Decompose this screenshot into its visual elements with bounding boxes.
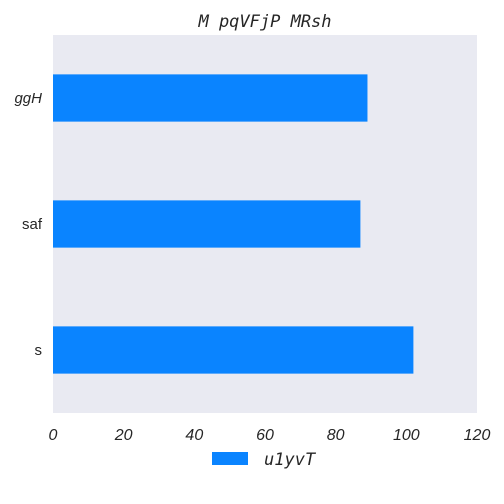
y-tick-label: ggH [14,90,42,107]
x-tick-label: 40 [185,427,203,444]
bar-ggH [53,74,368,122]
x-tick-label: 120 [464,427,491,444]
x-tick-label: 20 [114,427,133,444]
y-tick-label: saf [22,216,43,233]
legend: u1yvT [212,450,317,470]
legend-swatch [212,452,248,465]
chart-title: M pqVFjP MRsh [197,12,331,32]
y-tick-label: s [35,342,43,359]
x-tick-label: 60 [256,427,274,444]
legend-label: u1yvT [264,450,317,470]
x-tick-label: 0 [49,427,58,444]
bar-saf [53,200,361,248]
x-tick-label: 80 [327,427,345,444]
y-tick-labels: ggH saf s [14,90,42,359]
x-tick-label: 100 [393,427,420,444]
x-tick-labels: 0 20 40 60 80 100 120 [49,427,491,444]
bars-group [53,74,414,374]
bar-s [53,326,414,374]
